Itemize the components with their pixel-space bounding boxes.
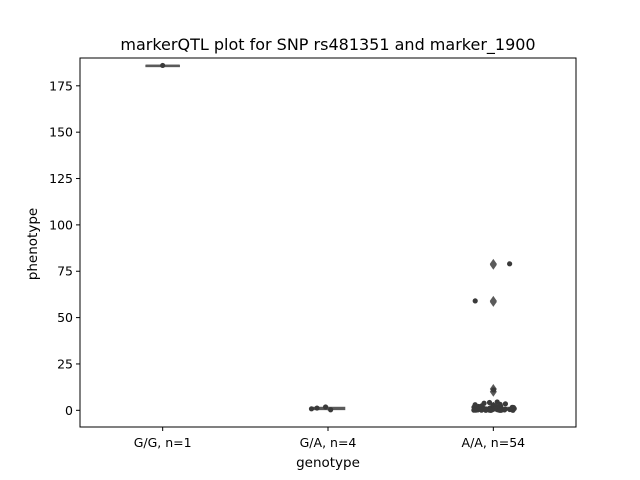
data-point [488, 407, 494, 413]
data-point [486, 399, 493, 406]
x-tick-label: A/A, n=54 [462, 435, 526, 450]
y-tick-label: 75 [57, 264, 73, 279]
y-tick-label: 150 [49, 125, 73, 140]
data-point [160, 62, 166, 69]
y-tick-label: 25 [57, 356, 73, 371]
data-point [507, 261, 513, 267]
axes: 0 25 50 75 100 125 150 175 G/G, n=1 G/A, n=4 A/A, … [49, 57, 577, 450]
data-point [472, 298, 478, 304]
chart-title: markerQTL plot for SNP rs481351 and mark… [120, 35, 535, 55]
plot-frame [79, 57, 577, 428]
y-axis-title: phenotype [25, 208, 41, 280]
y-tick-label: 100 [49, 217, 73, 232]
data-point [322, 404, 329, 410]
x-axis-title: genotype [296, 455, 360, 471]
y-tick-label: 125 [49, 171, 73, 186]
data-point [478, 407, 485, 413]
data-point [483, 407, 489, 413]
x-tick-label: G/G, n=1 [134, 435, 192, 450]
data-point [328, 407, 334, 413]
data-point [491, 387, 497, 393]
y-tick-label: 0 [65, 403, 73, 418]
box-outlier [489, 258, 497, 269]
y-tick-label: 50 [57, 310, 73, 325]
y-tick-label: 175 [49, 78, 73, 93]
data-point [497, 407, 503, 413]
data-point [502, 401, 509, 407]
data-point [308, 406, 315, 412]
x-tick-label: G/A, n=4 [300, 435, 357, 450]
box-outlier [489, 295, 497, 306]
data-point [471, 407, 477, 413]
data-point [314, 405, 320, 411]
plot-area [145, 62, 517, 413]
data-point [510, 407, 516, 413]
